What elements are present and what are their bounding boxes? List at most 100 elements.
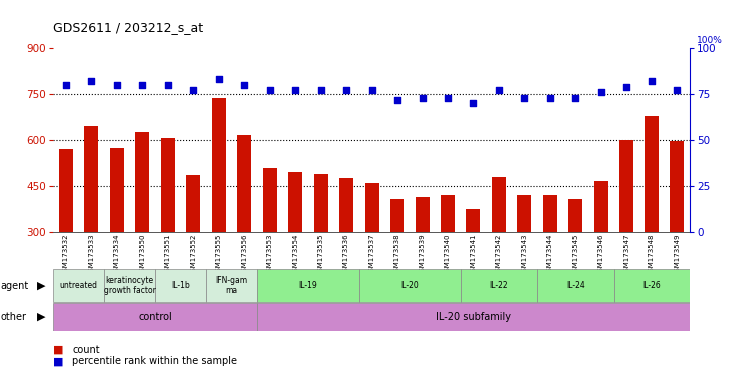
Point — [468, 100, 480, 106]
Bar — [59, 149, 73, 232]
Text: GSM173544: GSM173544 — [547, 233, 553, 276]
Bar — [135, 132, 149, 232]
Text: GSM173532: GSM173532 — [63, 233, 69, 276]
Bar — [619, 139, 633, 232]
Point — [442, 95, 454, 101]
Text: untreated: untreated — [60, 281, 97, 290]
Point — [570, 95, 582, 101]
Bar — [110, 148, 124, 232]
Bar — [186, 175, 200, 232]
Text: control: control — [138, 312, 172, 322]
Text: GSM173549: GSM173549 — [675, 233, 680, 276]
Bar — [104, 269, 155, 302]
Point — [646, 78, 658, 84]
Text: ▶: ▶ — [37, 312, 46, 322]
Text: GSM173536: GSM173536 — [343, 233, 349, 276]
Point — [213, 76, 224, 83]
Bar — [466, 209, 480, 232]
Point — [544, 95, 556, 101]
Text: IL-20: IL-20 — [401, 281, 419, 290]
Bar — [568, 199, 582, 232]
Bar — [237, 135, 251, 232]
Point — [162, 82, 173, 88]
Point — [137, 82, 148, 88]
Point — [60, 82, 72, 88]
Point — [314, 87, 326, 93]
Bar — [53, 269, 104, 302]
Bar — [314, 174, 328, 232]
Text: IL-19: IL-19 — [298, 281, 317, 290]
Text: GSM173555: GSM173555 — [215, 233, 221, 276]
Text: IL-22: IL-22 — [489, 281, 508, 290]
Text: GSM173535: GSM173535 — [317, 233, 324, 276]
Text: GSM173554: GSM173554 — [292, 233, 298, 276]
Point — [417, 95, 429, 101]
Bar — [613, 269, 690, 302]
Bar — [537, 269, 613, 302]
Bar — [415, 197, 430, 232]
Text: GSM173548: GSM173548 — [649, 233, 655, 276]
Text: GSM173552: GSM173552 — [190, 233, 196, 276]
Bar — [206, 269, 257, 302]
Text: ▶: ▶ — [37, 281, 46, 291]
Point — [86, 78, 97, 84]
Text: ■: ■ — [53, 356, 63, 366]
Bar — [212, 98, 226, 232]
Text: ■: ■ — [53, 345, 63, 355]
Text: GSM173541: GSM173541 — [471, 233, 477, 276]
Text: 100%: 100% — [697, 36, 723, 45]
Text: IL-20 subfamily: IL-20 subfamily — [436, 312, 511, 322]
Text: count: count — [72, 345, 100, 355]
Text: other: other — [1, 312, 27, 322]
Text: GSM173553: GSM173553 — [266, 233, 272, 276]
Point — [391, 96, 403, 103]
Point — [493, 87, 505, 93]
Text: GSM173547: GSM173547 — [624, 233, 630, 276]
Text: IL-1b: IL-1b — [171, 281, 190, 290]
Point — [519, 95, 531, 101]
Text: GSM173538: GSM173538 — [394, 233, 400, 276]
Bar — [359, 269, 461, 302]
Bar — [390, 199, 404, 232]
Bar — [339, 178, 353, 232]
Bar — [543, 195, 557, 232]
Bar — [53, 303, 257, 331]
Point — [111, 82, 123, 88]
Text: GSM173545: GSM173545 — [573, 233, 579, 276]
Point — [366, 87, 378, 93]
Bar — [492, 177, 506, 232]
Bar — [155, 269, 206, 302]
Bar — [461, 269, 537, 302]
Text: GSM173539: GSM173539 — [419, 233, 426, 276]
Text: IFN-gam
ma: IFN-gam ma — [215, 276, 247, 295]
Text: GSM173537: GSM173537 — [368, 233, 375, 276]
Bar — [161, 138, 175, 232]
Bar — [670, 141, 684, 232]
Text: IL-24: IL-24 — [566, 281, 584, 290]
Point — [238, 82, 250, 88]
Point — [289, 87, 301, 93]
Text: GSM173556: GSM173556 — [241, 233, 247, 276]
Bar — [257, 303, 690, 331]
Text: GSM173546: GSM173546 — [598, 233, 604, 276]
Point — [340, 87, 352, 93]
Text: GDS2611 / 203212_s_at: GDS2611 / 203212_s_at — [53, 21, 203, 34]
Point — [621, 84, 632, 90]
Bar — [517, 195, 531, 232]
Bar — [594, 181, 608, 232]
Point — [672, 87, 683, 93]
Point — [595, 89, 607, 95]
Text: GSM173533: GSM173533 — [89, 233, 94, 276]
Text: GSM173550: GSM173550 — [139, 233, 145, 276]
Text: GSM173542: GSM173542 — [496, 233, 502, 276]
Text: percentile rank within the sample: percentile rank within the sample — [72, 356, 238, 366]
Text: IL-26: IL-26 — [643, 281, 661, 290]
Text: GSM173551: GSM173551 — [165, 233, 170, 276]
Text: GSM173543: GSM173543 — [522, 233, 528, 276]
Point — [187, 87, 199, 93]
Text: GSM173534: GSM173534 — [114, 233, 120, 276]
Text: keratinocyte
growth factor: keratinocyte growth factor — [103, 276, 156, 295]
Bar — [263, 168, 277, 232]
Bar — [645, 116, 659, 232]
Point — [263, 87, 275, 93]
